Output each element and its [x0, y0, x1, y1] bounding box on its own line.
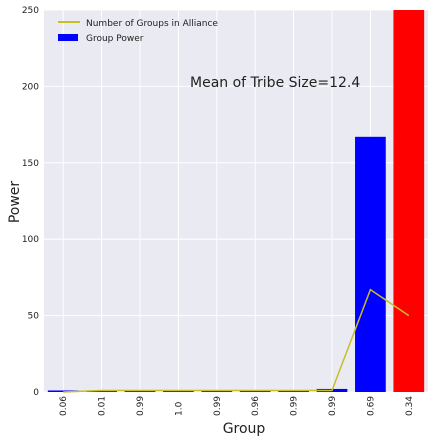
bars	[47, 10, 425, 392]
bar	[86, 390, 117, 392]
x-tick-label: 0.06	[59, 396, 69, 416]
bar	[278, 390, 309, 392]
y-tick-label: 250	[22, 6, 39, 16]
bar	[163, 390, 194, 392]
x-tick-label: 0.99	[290, 396, 300, 416]
annotation-mean-tribe-size: Mean of Tribe Size=12.4	[190, 75, 360, 91]
y-axis-label: Power	[7, 181, 23, 224]
y-tick-labels: 0 50 100 150 200 250	[22, 6, 39, 398]
x-tick-label: 0.99	[136, 396, 146, 416]
y-tick-label: 0	[33, 388, 39, 398]
legend-bar-label: Group Power	[86, 34, 144, 44]
alliance-line-layer	[63, 288, 410, 393]
x-tick-label: 0.99	[328, 396, 338, 416]
x-tick-label: 0.34	[405, 396, 415, 416]
y-tick-label: 50	[28, 312, 40, 322]
alliance-line	[63, 288, 410, 393]
y-tick-label: 100	[22, 235, 39, 245]
legend: Number of Groups in Alliance Group Power	[58, 19, 218, 44]
legend-line-label: Number of Groups in Alliance	[86, 19, 218, 29]
bar	[201, 390, 233, 392]
bar	[239, 390, 271, 392]
bar	[124, 390, 156, 392]
legend-bar-swatch	[58, 34, 78, 41]
x-tick-label: 0.96	[251, 396, 261, 416]
x-tick-label: 1.0	[174, 401, 184, 416]
x-tick-label: 0.01	[98, 396, 108, 416]
x-axis-label: Group	[223, 421, 266, 437]
y-tick-label: 200	[22, 82, 39, 92]
x-tick-label: 0.69	[366, 396, 376, 416]
bar	[393, 10, 425, 392]
x-tick-label: 0.99	[213, 396, 223, 416]
x-tick-labels: 0.06 0.01 0.99 1.0 0.99 0.96 0.99 0.99 0.69 0.34	[59, 396, 415, 416]
y-tick-label: 150	[22, 159, 39, 169]
bar	[355, 136, 386, 392]
bar	[47, 390, 79, 392]
